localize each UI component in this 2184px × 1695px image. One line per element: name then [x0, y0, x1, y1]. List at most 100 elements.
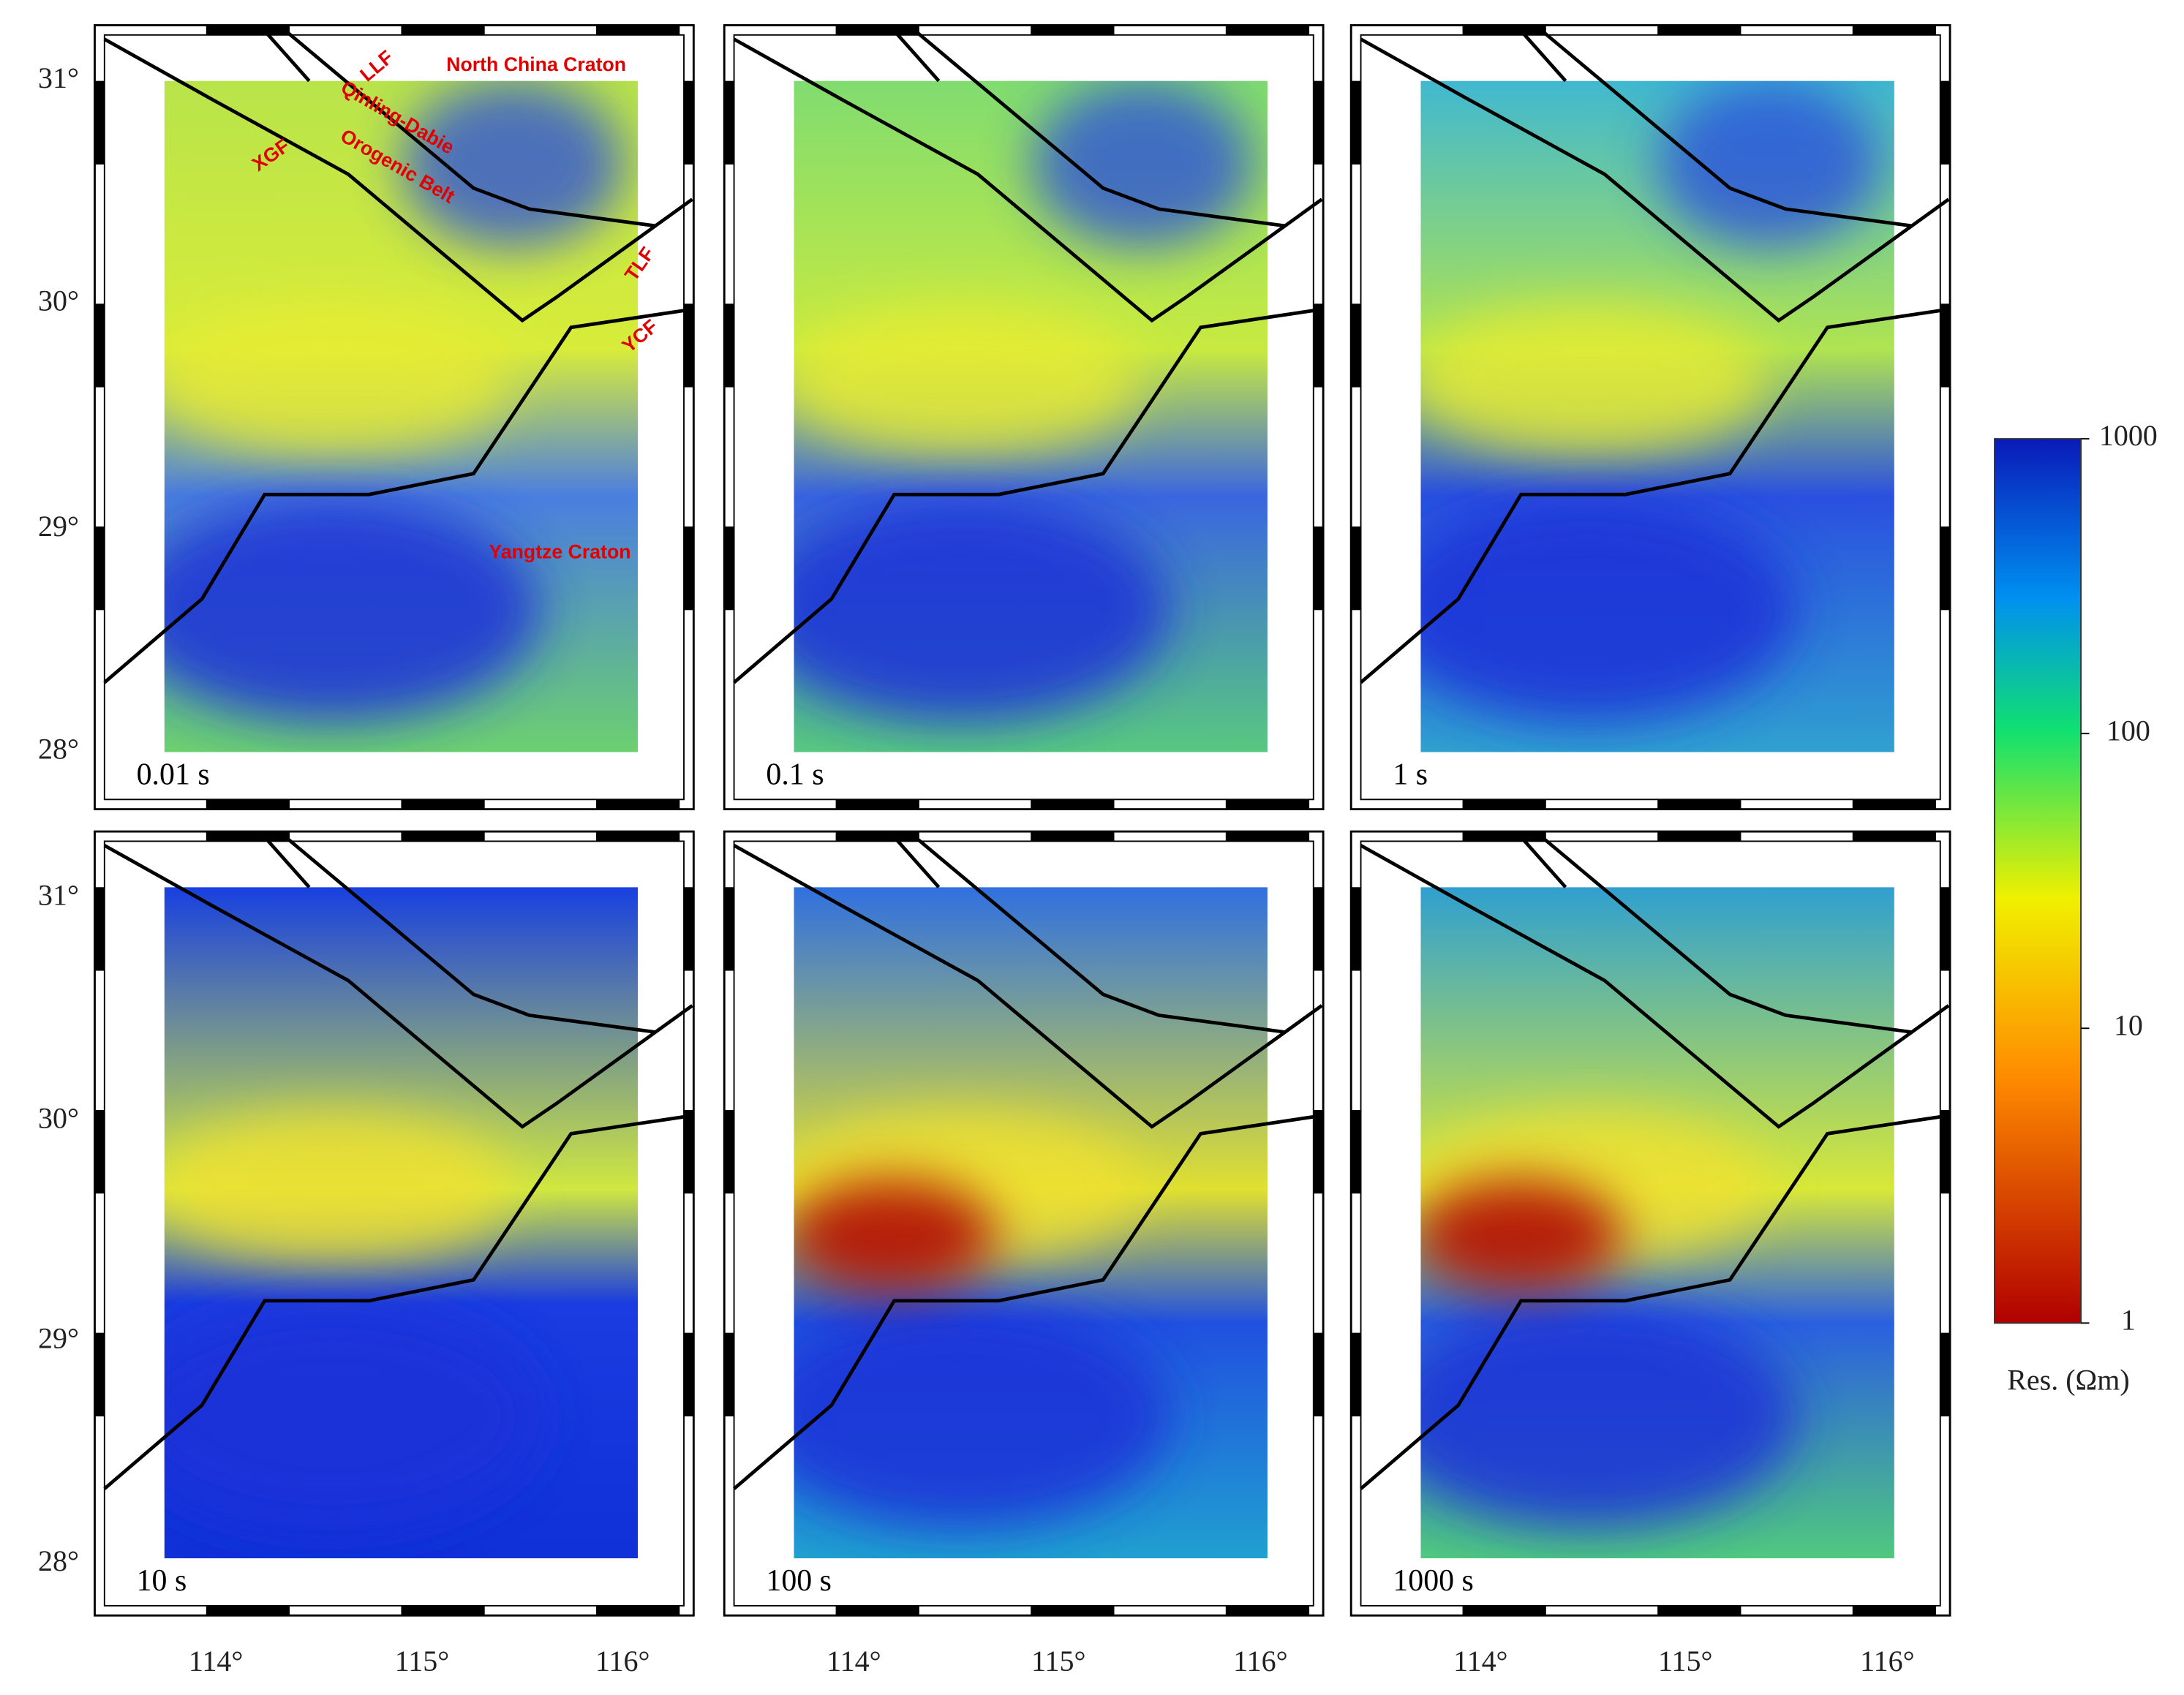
- frame-tick: [1462, 799, 1546, 809]
- panel-inner-frame: [733, 34, 1314, 801]
- craton-anomaly: [1420, 499, 1797, 722]
- fault-line: [1359, 307, 1949, 684]
- frame-tick: [835, 1605, 919, 1616]
- frame-tick: [684, 80, 694, 165]
- fault-line: [892, 29, 941, 83]
- frame-tick: [724, 526, 734, 611]
- lon-label: 114°: [189, 1645, 243, 1677]
- frame-tick: [401, 831, 485, 842]
- fault-line: [103, 37, 693, 323]
- colorbar-bar: [1994, 438, 2082, 1324]
- frame-tick: [684, 887, 694, 971]
- frame-tick: [1313, 1332, 1324, 1416]
- craton-anomaly: [164, 499, 541, 722]
- frame-tick: [1313, 80, 1324, 165]
- fault-line: [733, 844, 1323, 1129]
- map-panel: 0.01 s: [94, 24, 695, 811]
- colorbar-tick-label: 10: [2114, 1008, 2143, 1041]
- fault-line: [103, 1114, 693, 1490]
- lat-label: 28°: [38, 1544, 79, 1577]
- map-panel: 0.1 s: [723, 24, 1325, 811]
- map-panel: 100 s: [723, 830, 1325, 1617]
- frame-tick: [684, 1332, 694, 1416]
- frame-tick: [1940, 887, 1951, 971]
- period-label: 0.01 s: [137, 758, 210, 791]
- lon-label: 116°: [595, 1645, 649, 1677]
- lon-label: 116°: [1233, 1645, 1287, 1677]
- lon-label: 115°: [1031, 1645, 1085, 1677]
- frame-tick: [684, 526, 694, 611]
- frame-tick: [1940, 1332, 1951, 1416]
- fault-line: [1519, 29, 1567, 83]
- resistivity-map: [794, 80, 1268, 752]
- frame-tick: [1313, 303, 1324, 388]
- frame-tick: [206, 1605, 290, 1616]
- north-anomaly: [1657, 80, 1880, 249]
- period-label: 100 s: [766, 1564, 832, 1598]
- period-label: 0.1 s: [766, 758, 824, 791]
- fault-line: [914, 835, 1285, 1034]
- craton-anomaly: [794, 499, 1170, 722]
- frame-tick: [1657, 799, 1741, 809]
- lat-label: 28°: [38, 733, 79, 766]
- frame-tick: [1462, 25, 1546, 35]
- panel-inner-frame: [733, 840, 1314, 1607]
- frame-tick: [1462, 1605, 1546, 1616]
- belt-anomaly: [164, 303, 513, 457]
- frame-tick: [1225, 25, 1310, 35]
- fault-line: [733, 307, 1322, 684]
- frame-tick: [94, 887, 105, 971]
- frame-tick: [684, 1109, 694, 1194]
- frame-tick: [206, 831, 290, 842]
- frame-tick: [835, 25, 919, 35]
- lat-label: 31°: [38, 879, 79, 912]
- frame-tick: [1657, 831, 1741, 842]
- fault-line: [284, 835, 655, 1034]
- colorbar-tick-label: 1000: [2099, 419, 2158, 452]
- frame-tick: [1657, 25, 1741, 35]
- colorbar-tick-label: 100: [2106, 714, 2150, 747]
- belt-anomaly: [794, 303, 1142, 457]
- frame-tick: [1351, 887, 1361, 971]
- north-anomaly: [1031, 80, 1254, 249]
- frame-tick: [1852, 1605, 1937, 1616]
- lat-label: 30°: [38, 1101, 79, 1134]
- frame-tick: [401, 25, 485, 35]
- frame-tick: [1940, 1109, 1951, 1194]
- craton-anomaly: [794, 1305, 1170, 1528]
- north-anomaly: [401, 80, 625, 249]
- fault-line: [1360, 37, 1950, 323]
- frame-tick: [1351, 526, 1361, 611]
- frame-tick: [94, 1109, 105, 1194]
- period-label: 10 s: [137, 1564, 187, 1598]
- frame-tick: [596, 1605, 680, 1616]
- fault-line: [284, 29, 655, 228]
- fault-line: [1540, 835, 1912, 1034]
- belt-anomaly: [1420, 303, 1769, 457]
- frame-tick: [1031, 25, 1115, 35]
- frame-tick: [1940, 303, 1951, 388]
- map-panel: 10 s: [94, 830, 695, 1617]
- frame-tick: [1031, 831, 1115, 842]
- resistivity-map: [164, 80, 639, 752]
- panel-inner-frame: [1360, 34, 1941, 801]
- frame-tick: [94, 526, 105, 611]
- fault-line: [1359, 1114, 1949, 1490]
- frame-tick: [835, 799, 919, 809]
- frame-tick: [1852, 799, 1937, 809]
- frame-tick: [1351, 303, 1361, 388]
- fault-line: [103, 844, 693, 1129]
- fault-line: [733, 1114, 1322, 1490]
- lon-label: 115°: [1658, 1645, 1712, 1677]
- fault-line: [1519, 836, 1567, 888]
- frame-tick: [401, 799, 485, 809]
- frame-tick: [596, 799, 680, 809]
- period-label: 1000 s: [1393, 1564, 1474, 1598]
- frame-tick: [835, 831, 919, 842]
- craton-anomaly: [1420, 1305, 1797, 1528]
- frame-tick: [206, 25, 290, 35]
- frame-tick: [1225, 1605, 1310, 1616]
- lon-label: 116°: [1860, 1645, 1914, 1677]
- fault-line: [892, 836, 941, 888]
- frame-tick: [94, 80, 105, 165]
